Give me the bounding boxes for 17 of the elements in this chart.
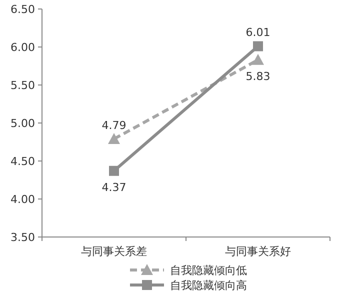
y-tick-label: 3.50 (10, 231, 35, 244)
point (109, 166, 119, 176)
legend-label: 自我隐藏倾向低 (170, 264, 247, 277)
data-label: 5.83 (246, 70, 270, 83)
y-tick-label: 5.50 (10, 79, 35, 92)
x-tick-label: 与同事关系差 (81, 245, 147, 258)
y-tick-label: 5.00 (10, 117, 35, 130)
x-tick-label: 与同事关系好 (225, 245, 291, 258)
data-label: 4.79 (102, 118, 126, 132)
y-tick-label: 6.50 (10, 3, 35, 16)
data-label: 6.01 (246, 26, 270, 40)
y-tick-label: 6.00 (10, 41, 35, 54)
y-tick-label: 4.50 (10, 155, 35, 168)
y-tick-label: 4.00 (10, 193, 35, 206)
point (253, 41, 263, 52)
legend-label: 自我隐藏倾向高 (170, 279, 247, 292)
data-label: 4.37 (102, 180, 126, 194)
